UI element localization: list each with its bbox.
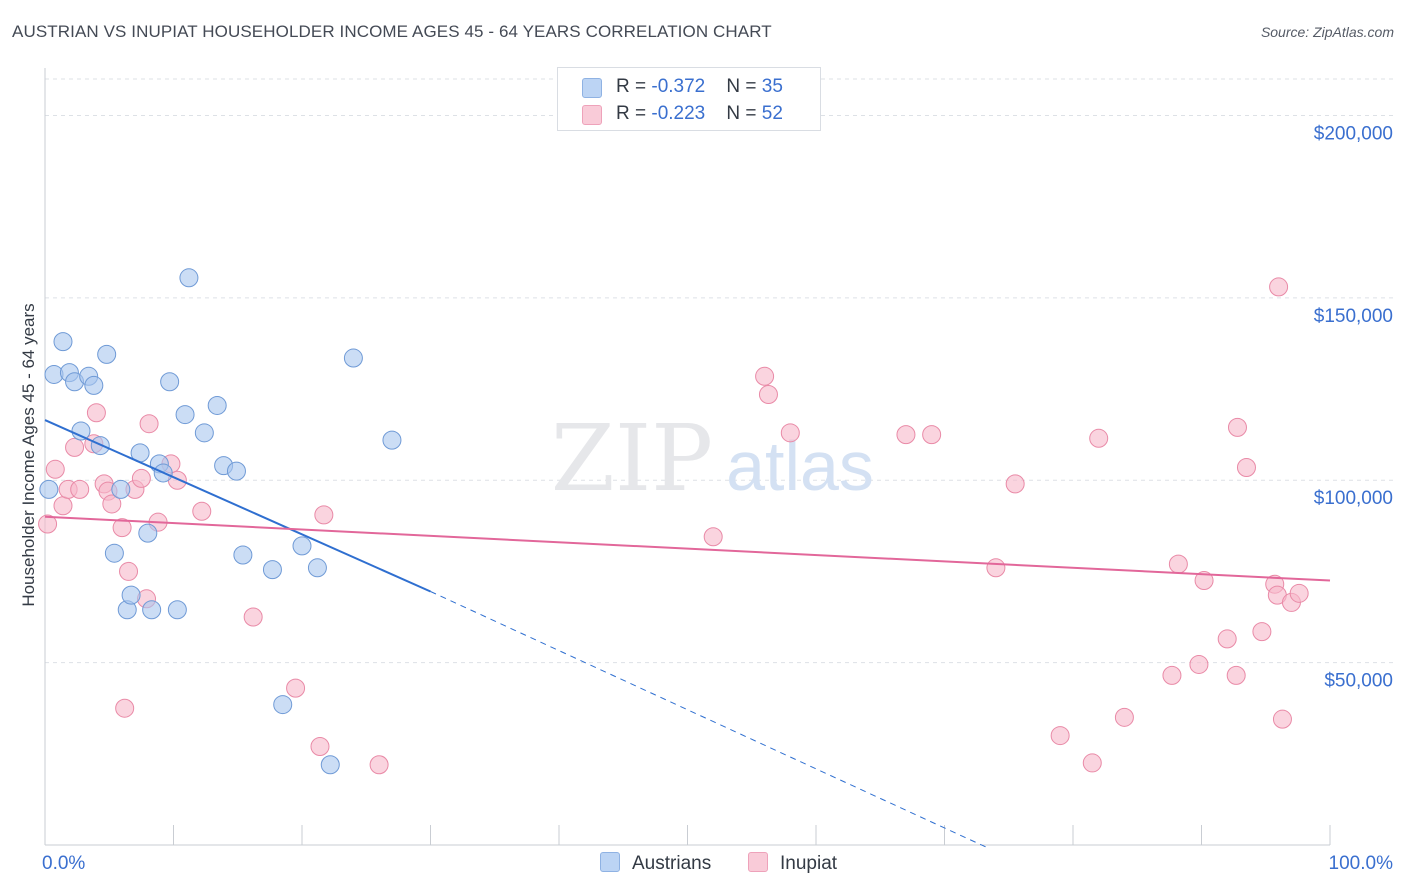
inupiat-point xyxy=(65,437,85,457)
inupiat-point xyxy=(1226,665,1246,685)
austrian-point xyxy=(138,523,158,543)
inupiat-point xyxy=(1236,457,1256,477)
inupiat-point xyxy=(369,755,389,775)
inupiat-point xyxy=(1272,709,1292,729)
austrian-point xyxy=(262,560,282,580)
austrian-point xyxy=(273,695,293,715)
austrian-point xyxy=(343,348,363,368)
austrian-point xyxy=(39,479,59,499)
austrian-point xyxy=(84,375,104,395)
source-label: Source: ZipAtlas.com xyxy=(1260,24,1394,40)
inupiat-point xyxy=(780,423,800,443)
legend-r-value: -0.372 xyxy=(651,76,706,97)
inupiat-point xyxy=(314,505,334,525)
inupiat-point xyxy=(1005,474,1025,494)
inupiat-point xyxy=(286,678,306,698)
inupiat-point xyxy=(922,425,942,445)
inupiat-point xyxy=(1050,726,1070,746)
correlation-legend: R = -0.372 N = 35 R = -0.223 N = 52 xyxy=(557,67,821,131)
austrians-legend-swatch xyxy=(600,852,620,872)
bottom-legend-inupiat: Inupiat xyxy=(748,852,837,875)
inupiat-point xyxy=(1168,554,1188,574)
inupiat-point xyxy=(243,607,263,627)
austrian-point xyxy=(307,558,327,578)
legend-r-value: -0.223 xyxy=(651,103,706,124)
austrian-point xyxy=(194,423,214,443)
inupiat-point xyxy=(1227,417,1247,437)
austrian-point xyxy=(97,344,117,364)
inupiat-point xyxy=(102,494,122,514)
austrian-point xyxy=(142,600,162,620)
y-tick-label: $50,000 xyxy=(1324,671,1393,692)
legend-n-value: 35 xyxy=(761,76,783,97)
legend-n-label: N = xyxy=(726,103,762,124)
x-tick-label: 0.0% xyxy=(42,853,85,874)
inupiat-point xyxy=(70,479,90,499)
inupiat-point xyxy=(986,558,1006,578)
inupiat-point xyxy=(1082,753,1102,773)
inupiat-point xyxy=(53,496,73,516)
bottom-legend-austrians: Austrians xyxy=(600,852,711,875)
inupiat-point xyxy=(1252,622,1272,642)
inupiat-point xyxy=(119,561,139,581)
austrian-point xyxy=(111,479,131,499)
chart-title: AUSTRIAN VS INUPIAT HOUSEHOLDER INCOME A… xyxy=(12,22,772,41)
inupiat-point xyxy=(755,366,775,386)
austrian-point xyxy=(53,332,73,352)
austrian-point xyxy=(320,755,340,775)
legend-r-label: R = xyxy=(616,103,652,124)
inupiat-point xyxy=(1217,629,1237,649)
inupiat-point xyxy=(38,514,58,534)
inupiat-point xyxy=(703,527,723,547)
austrian-point xyxy=(226,461,246,481)
austrians-trend-extension xyxy=(430,591,990,850)
austrians-trend-line xyxy=(44,419,431,593)
inupiat-point xyxy=(86,403,106,423)
inupiat-point xyxy=(192,501,212,521)
x-tick-label: 100.0% xyxy=(1329,853,1394,874)
austrian-point xyxy=(179,268,199,288)
austrian-point xyxy=(292,536,312,556)
austrian-point xyxy=(167,600,187,620)
y-tick-label: $150,000 xyxy=(1314,306,1393,327)
inupiat-point xyxy=(1194,571,1214,591)
austrian-point xyxy=(207,395,227,415)
austrian-point xyxy=(104,543,124,563)
legend-n-label: N = xyxy=(726,76,762,97)
inupiat-point xyxy=(1269,277,1289,297)
inupiat-point xyxy=(1089,428,1109,448)
inupiat-point xyxy=(758,385,778,405)
inupiat-point xyxy=(1162,665,1182,685)
inupiat-trend-line xyxy=(44,515,1331,582)
austrian-point xyxy=(160,372,180,392)
inupiat-point xyxy=(1114,707,1134,727)
austrian-point xyxy=(233,545,253,565)
inupiat-point xyxy=(896,425,916,445)
inupiat-point xyxy=(112,518,132,538)
legend-r-label: R = xyxy=(616,76,652,97)
austrian-point xyxy=(121,585,141,605)
inupiat-point xyxy=(139,414,159,434)
austrian-point xyxy=(175,405,195,425)
inupiat-legend-label: Inupiat xyxy=(780,853,838,874)
austrian-point xyxy=(71,421,91,441)
austrians-legend-label: Austrians xyxy=(632,853,712,874)
watermark-zip: ZIP xyxy=(551,405,713,512)
legend-n-value: 52 xyxy=(761,103,783,124)
inupiat-swatch xyxy=(582,105,602,125)
watermark-atlas: atlas xyxy=(726,427,874,505)
inupiat-point xyxy=(310,737,330,757)
austrian-point xyxy=(382,430,402,450)
inupiat-point xyxy=(131,468,151,488)
inupiat-point xyxy=(1289,583,1309,603)
inupiat-point xyxy=(115,698,135,718)
y-tick-label: $200,000 xyxy=(1314,123,1393,144)
inupiat-point xyxy=(45,459,65,479)
inupiat-legend-swatch xyxy=(748,852,768,872)
inupiat-point xyxy=(1189,654,1209,674)
austrians-swatch xyxy=(582,78,602,98)
y-axis-title: Householder Income Ages 45 - 64 years xyxy=(19,303,38,606)
y-tick-label: $100,000 xyxy=(1314,488,1393,509)
